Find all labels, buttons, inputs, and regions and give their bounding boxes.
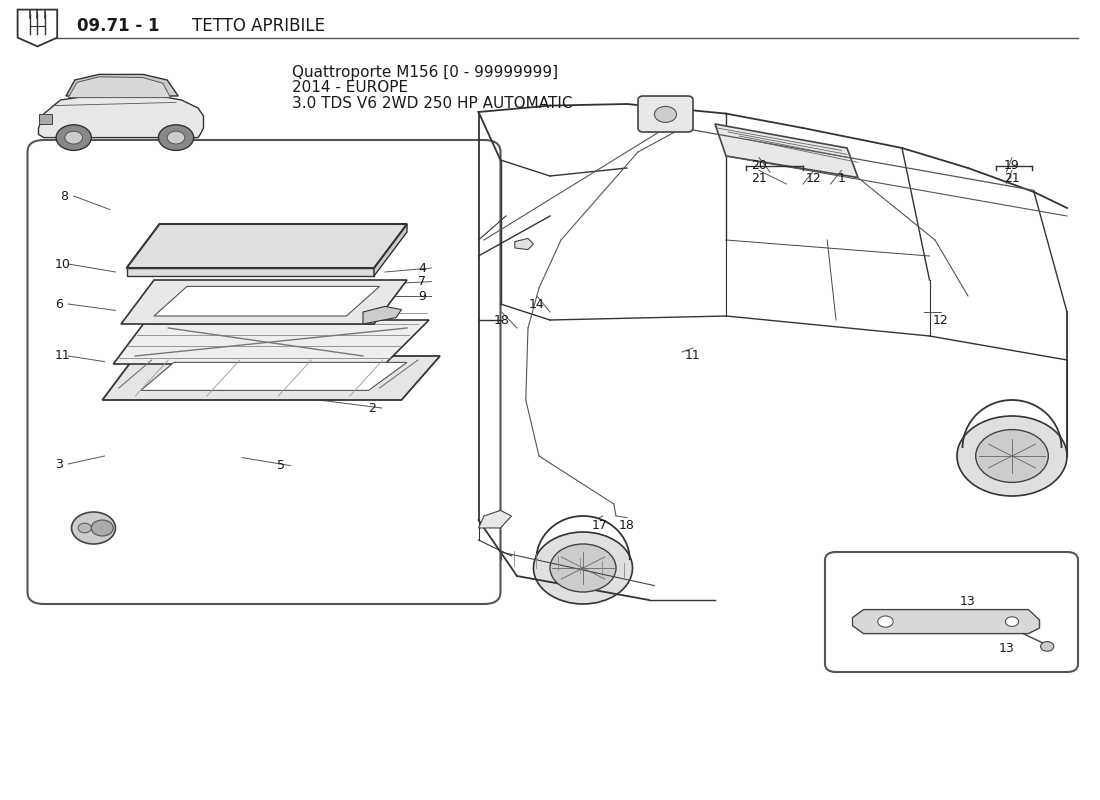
Polygon shape [66, 74, 178, 96]
Circle shape [72, 512, 116, 544]
FancyBboxPatch shape [825, 552, 1078, 672]
Text: 2: 2 [368, 402, 376, 414]
Polygon shape [18, 10, 57, 46]
Text: 8: 8 [60, 190, 68, 202]
Polygon shape [154, 286, 380, 316]
Bar [39, 114, 52, 124]
Circle shape [878, 616, 893, 627]
Text: 11: 11 [685, 350, 701, 362]
Circle shape [550, 544, 616, 592]
Circle shape [957, 416, 1067, 496]
Polygon shape [126, 224, 407, 268]
Circle shape [78, 523, 91, 533]
Text: 09.71 - 1: 09.71 - 1 [77, 17, 160, 34]
Polygon shape [715, 124, 858, 178]
Text: 18: 18 [619, 519, 635, 532]
Polygon shape [102, 356, 440, 400]
Text: 5: 5 [277, 459, 285, 472]
Text: 19: 19 [1004, 159, 1020, 172]
Text: 9: 9 [418, 290, 426, 302]
Text: TETTO APRIBILE: TETTO APRIBILE [192, 17, 326, 34]
Text: 12: 12 [933, 314, 948, 326]
Text: 4: 4 [418, 262, 426, 274]
Polygon shape [126, 268, 374, 276]
Text: 21: 21 [751, 172, 767, 185]
Polygon shape [121, 280, 407, 324]
Text: 10: 10 [55, 258, 70, 270]
Polygon shape [141, 362, 407, 390]
Text: 12: 12 [806, 172, 822, 185]
Text: Quattroporte M156 [0 - 99999999]: Quattroporte M156 [0 - 99999999] [292, 65, 558, 79]
Text: 21: 21 [1004, 172, 1020, 185]
Text: 3.0 TDS V6 2WD 250 HP AUTOMATIC: 3.0 TDS V6 2WD 250 HP AUTOMATIC [292, 97, 572, 111]
Text: 2014 - EUROPE: 2014 - EUROPE [292, 81, 408, 95]
Circle shape [1041, 642, 1054, 651]
Circle shape [65, 131, 82, 144]
Text: 20: 20 [751, 159, 767, 172]
Polygon shape [852, 610, 1040, 634]
FancyBboxPatch shape [638, 96, 693, 132]
Text: 6: 6 [55, 298, 63, 310]
Circle shape [158, 125, 194, 150]
Circle shape [56, 125, 91, 150]
Text: 3: 3 [55, 458, 63, 470]
Polygon shape [478, 510, 512, 528]
Circle shape [1005, 617, 1019, 626]
Text: 13: 13 [999, 642, 1014, 654]
Circle shape [167, 131, 185, 144]
Circle shape [534, 532, 632, 604]
Text: 1: 1 [837, 172, 846, 185]
Text: 11: 11 [55, 350, 70, 362]
Polygon shape [39, 94, 204, 138]
FancyBboxPatch shape [28, 140, 500, 604]
Polygon shape [363, 306, 402, 324]
Text: 14: 14 [529, 298, 544, 310]
Circle shape [976, 430, 1048, 482]
Polygon shape [113, 320, 429, 364]
Text: 7: 7 [418, 275, 426, 288]
Circle shape [654, 106, 676, 122]
Circle shape [91, 520, 113, 536]
Text: 17: 17 [592, 519, 607, 532]
Text: 18: 18 [494, 314, 509, 326]
Polygon shape [374, 224, 407, 276]
Polygon shape [68, 77, 170, 98]
Text: 13: 13 [960, 595, 976, 608]
Polygon shape [515, 238, 534, 250]
